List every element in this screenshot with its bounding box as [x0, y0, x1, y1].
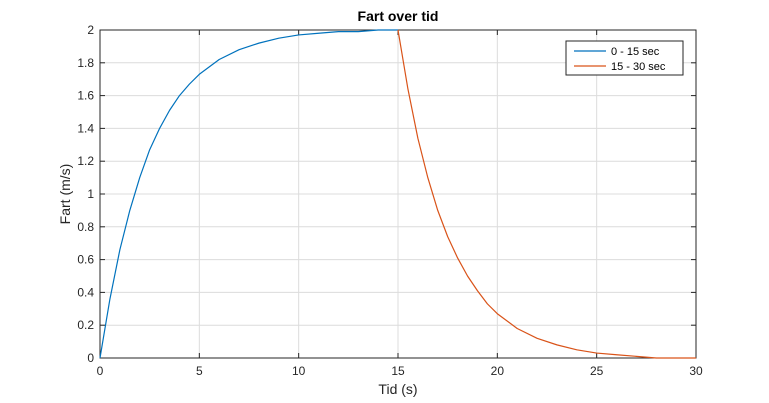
y-tick-label: 0 — [87, 351, 94, 365]
legend-box — [565, 40, 684, 76]
x-tick-label: 15 — [391, 364, 405, 378]
y-axis-label: Fart (m/s) — [57, 164, 73, 225]
series-line-1 — [99, 29, 398, 359]
x-tick-label: 0 — [97, 364, 104, 378]
y-tick-label: 0.4 — [77, 285, 94, 299]
x-axis-label: Tid (s) — [378, 381, 417, 397]
x-tick-label: 25 — [590, 364, 604, 378]
y-tick-label: 1.4 — [77, 121, 94, 135]
y-tick-label: 2 — [87, 23, 94, 37]
legend: 0 - 15 sec 15 - 30 sec — [565, 40, 684, 76]
x-tick-label: 20 — [491, 364, 505, 378]
y-tick-label: 0.6 — [77, 253, 94, 267]
series-line-2 — [397, 29, 696, 359]
grid — [99, 29, 697, 359]
x-tick-label: 5 — [196, 364, 203, 378]
x-tick-label: 30 — [689, 364, 703, 378]
series-lines — [99, 29, 696, 359]
chart-title: Fart over tid — [358, 8, 439, 24]
legend-label: 0 - 15 sec — [611, 46, 660, 58]
x-tick-label: 10 — [292, 364, 306, 378]
y-tick-label: 0.8 — [77, 220, 94, 234]
y-tick-label: 1.2 — [77, 154, 94, 168]
y-tick-label: 1.6 — [77, 89, 94, 103]
legend-label: 15 - 30 sec — [611, 61, 666, 73]
y-tick-label: 1.8 — [77, 56, 94, 70]
y-tick-label: 1 — [87, 187, 94, 201]
y-tick-label: 0.2 — [77, 318, 94, 332]
